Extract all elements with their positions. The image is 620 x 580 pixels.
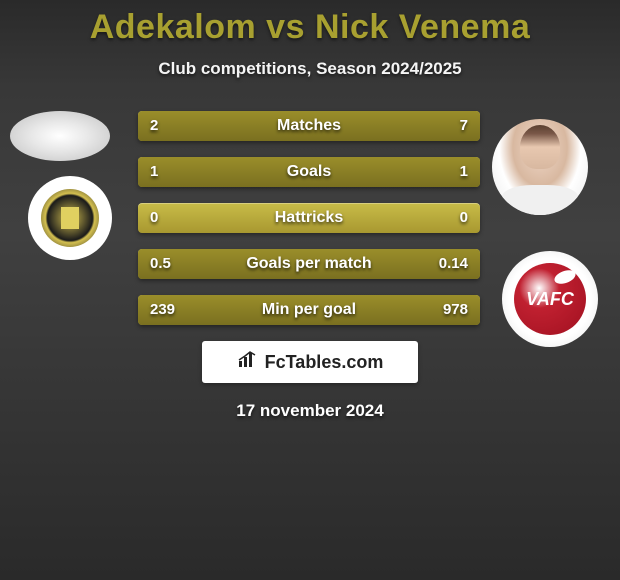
branding-badge: FcTables.com <box>202 341 418 383</box>
stat-label: Goals per match <box>138 249 480 279</box>
club-left-badge <box>28 176 112 260</box>
stat-val-right: 978 <box>443 295 468 325</box>
player-right-avatar <box>492 119 588 215</box>
club-right-badge: VAFC <box>502 251 598 347</box>
stat-label: Matches <box>138 111 480 141</box>
club-left-icon <box>41 189 99 247</box>
stat-label: Min per goal <box>138 295 480 325</box>
stat-row-goals: 1 Goals 1 <box>138 157 480 187</box>
stat-val-right: 7 <box>460 111 468 141</box>
stat-row-matches: 2 Matches 7 <box>138 111 480 141</box>
stat-label: Hattricks <box>138 203 480 233</box>
stat-row-gpm: 0.5 Goals per match 0.14 <box>138 249 480 279</box>
comparison-content: VAFC 2 Matches 7 1 Goals 1 0 Hattricks 0 <box>0 111 620 421</box>
stat-val-right: 0 <box>460 203 468 233</box>
stat-val-right: 0.14 <box>439 249 468 279</box>
stat-val-right: 1 <box>460 157 468 187</box>
date-text: 17 november 2024 <box>0 401 620 421</box>
page-title: Adekalom vs Nick Venema <box>0 0 620 47</box>
subtitle: Club competitions, Season 2024/2025 <box>0 59 620 79</box>
stat-label: Goals <box>138 157 480 187</box>
stat-bars: 2 Matches 7 1 Goals 1 0 Hattricks 0 0.5 … <box>138 111 480 325</box>
club-right-icon: VAFC <box>514 263 586 335</box>
branding-text: FcTables.com <box>265 352 384 373</box>
player-left-avatar <box>10 111 110 161</box>
stat-row-hattricks: 0 Hattricks 0 <box>138 203 480 233</box>
stat-row-mpg: 239 Min per goal 978 <box>138 295 480 325</box>
chart-icon <box>237 351 259 374</box>
